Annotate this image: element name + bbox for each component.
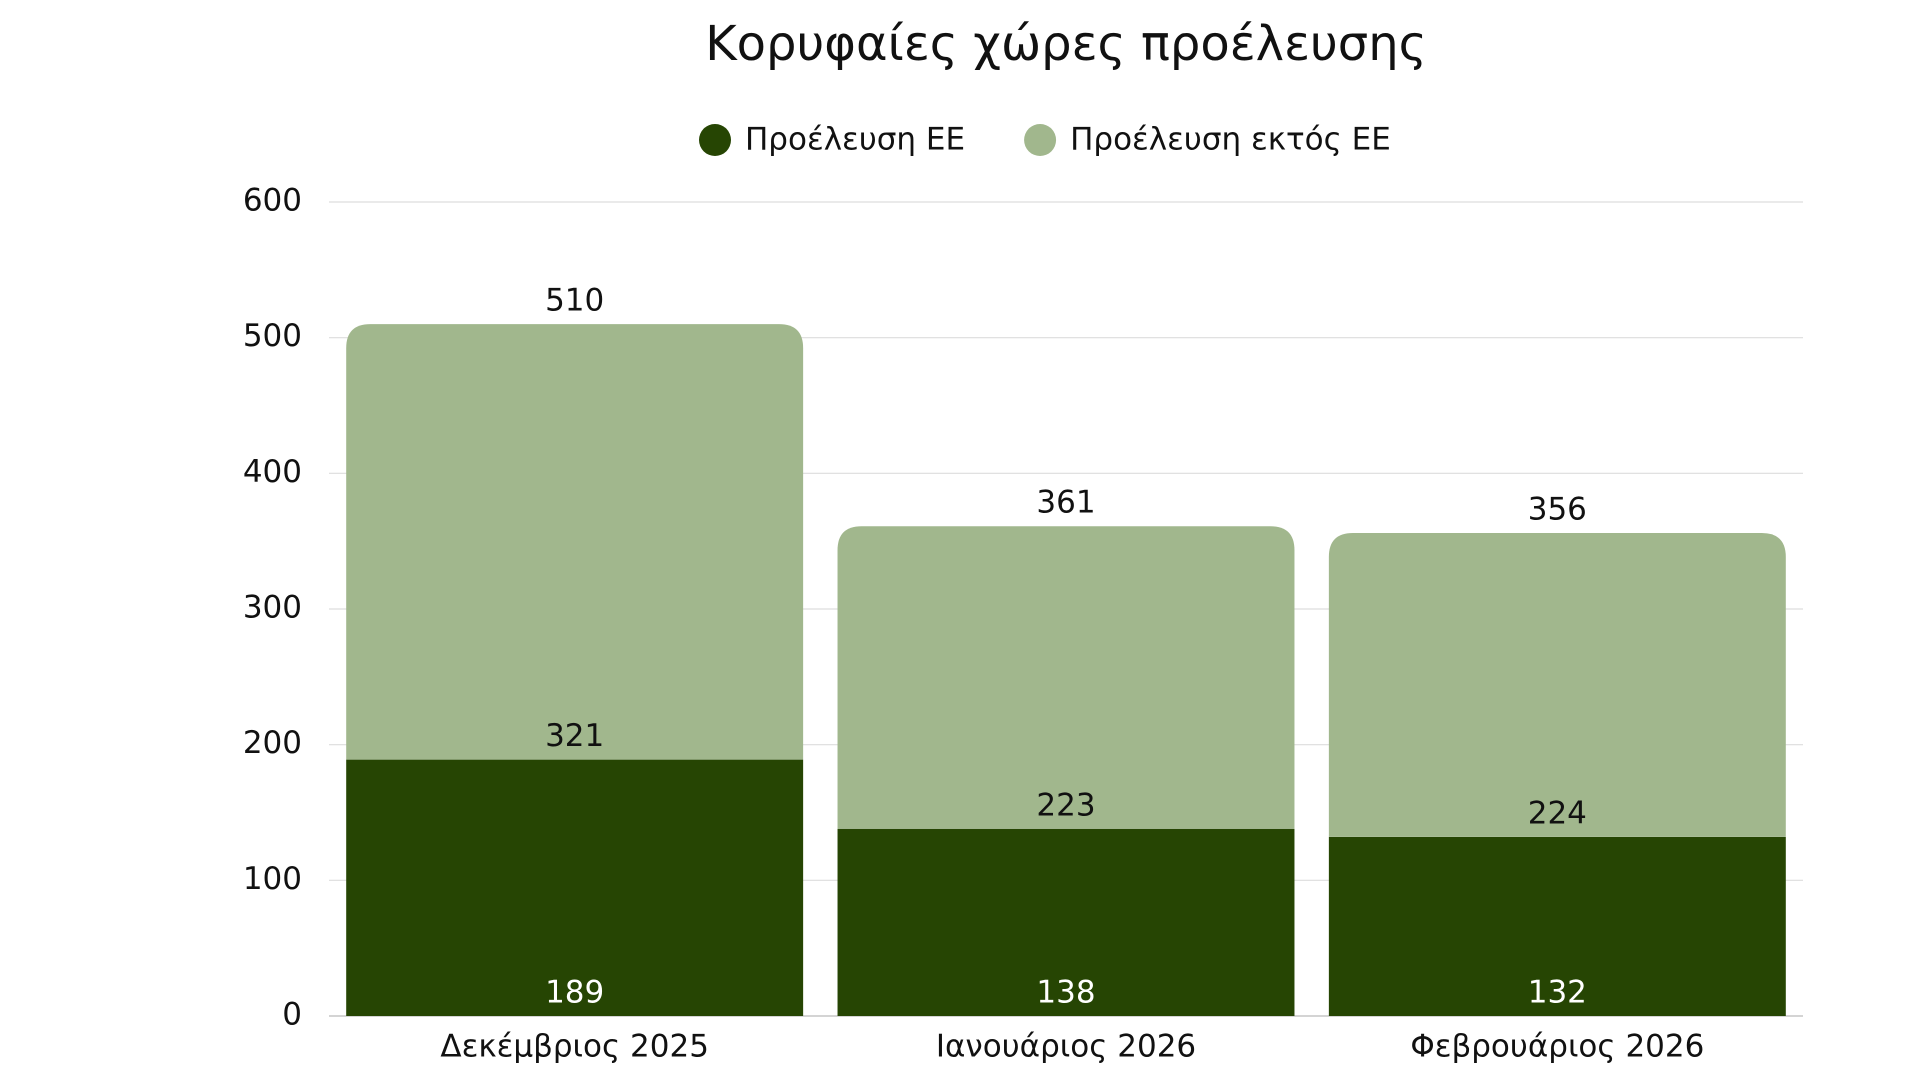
y-tick-label: 200 xyxy=(243,725,302,761)
value-label: 138 xyxy=(1036,975,1095,1011)
value-label: 223 xyxy=(1036,787,1095,823)
y-tick-label: 100 xyxy=(243,861,302,897)
x-tick-label: Δεκέμβριος 2025 xyxy=(440,1029,709,1065)
value-label: 189 xyxy=(545,975,604,1011)
x-tick-label: Φεβρουάριος 2026 xyxy=(1410,1029,1704,1065)
bar-segment xyxy=(1328,836,1786,1016)
total-label: 356 xyxy=(1528,492,1587,528)
bar-segment xyxy=(837,828,1295,1016)
total-label: 361 xyxy=(1036,485,1095,521)
legend-swatch xyxy=(699,124,731,156)
y-tick-label: 600 xyxy=(243,183,302,219)
x-tick-label: Ιανουάριος 2026 xyxy=(936,1029,1196,1065)
bar-segment xyxy=(1328,533,1786,837)
y-tick-label: 0 xyxy=(282,997,302,1033)
value-label: 132 xyxy=(1528,975,1587,1011)
y-tick-label: 400 xyxy=(243,454,302,490)
y-tick-label: 500 xyxy=(243,318,302,354)
total-label: 510 xyxy=(545,283,604,319)
bar-segment xyxy=(346,759,804,1016)
legend-label: Προέλευση ΕΕ xyxy=(745,122,965,158)
legend-label: Προέλευση εκτός ΕΕ xyxy=(1070,122,1391,158)
bar-segment xyxy=(346,324,804,760)
value-label: 321 xyxy=(545,718,604,754)
bar-segment xyxy=(837,526,1295,829)
legend-swatch xyxy=(1024,124,1057,156)
chart-title: Κορυφαίες χώρες προέλευσης xyxy=(705,16,1427,72)
value-label: 224 xyxy=(1528,795,1587,831)
y-tick-label: 300 xyxy=(243,590,302,626)
